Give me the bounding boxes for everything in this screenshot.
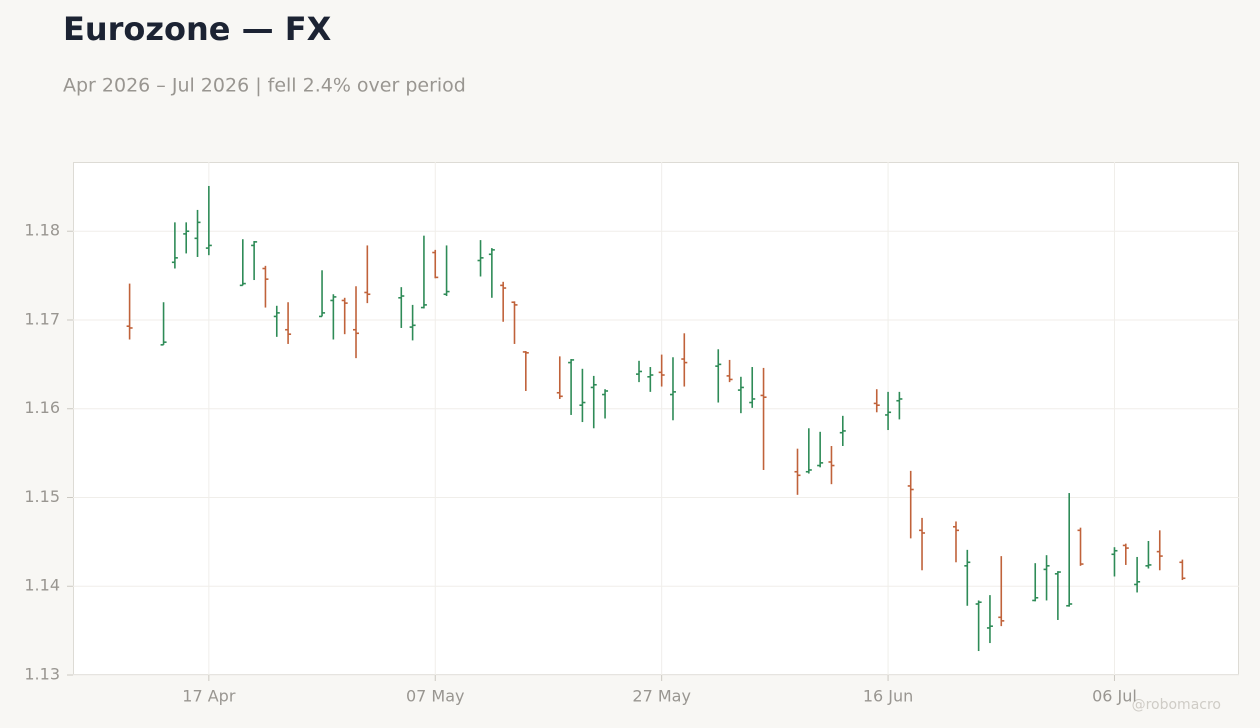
y-tick-label: 1.14 <box>24 576 60 595</box>
x-tick-label: 27 May <box>632 687 691 706</box>
y-tick-label: 1.13 <box>24 665 60 684</box>
x-tick-label: 17 Apr <box>182 687 236 706</box>
chart-subtitle: Apr 2026 – Jul 2026 | fell 2.4% over per… <box>63 75 466 97</box>
watermark: @robomacro <box>1132 697 1221 713</box>
x-tick-label: 06 Jul <box>1092 687 1137 706</box>
plot-area <box>73 162 1239 675</box>
grid: 1.13 1.14 1.15 1.16 1.17 1.18 17 Apr 07 May 27 M… <box>24 162 1239 706</box>
y-tick-label: 1.15 <box>24 487 60 506</box>
x-tick-label: 16 Jun <box>863 687 913 706</box>
marks <box>126 185 1186 652</box>
x-tick-label: 07 May <box>406 687 465 706</box>
y-tick-label: 1.18 <box>24 221 60 240</box>
y-tick-label: 1.16 <box>24 398 60 417</box>
y-tick-label: 1.17 <box>24 309 60 328</box>
chart-title: Eurozone — FX <box>63 10 332 48</box>
